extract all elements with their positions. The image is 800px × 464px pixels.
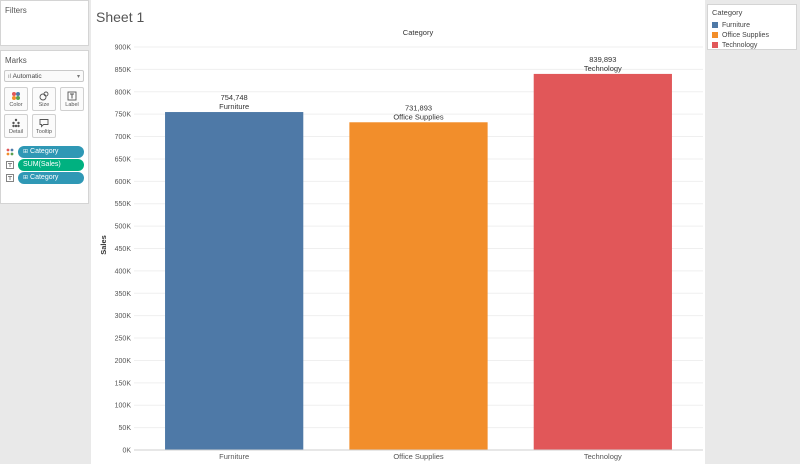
mark-type-dropdown[interactable]: ıl Automatic ▾ (4, 70, 84, 82)
y-tick-label: 600K (115, 179, 132, 186)
mark-field-row: ⊞ Category (6, 146, 84, 158)
mark-field-row: SUM(Sales) (6, 159, 84, 171)
legend-title: Category (712, 8, 743, 17)
bar-value-label: 754,748 (221, 93, 248, 102)
bar (533, 73, 672, 450)
y-tick-label: 50K (119, 425, 132, 432)
y-tick-label: 100K (115, 403, 132, 410)
bars (165, 73, 672, 450)
color-mark-icon (6, 148, 14, 156)
chevron-down-icon: ▾ (76, 74, 80, 80)
pill-label: Category (30, 174, 59, 181)
y-tick-label: 550K (115, 201, 132, 208)
color-card-button[interactable]: Color (4, 87, 28, 111)
tooltip-card-label: Tooltip (36, 129, 52, 135)
detail-icon (12, 118, 20, 128)
bar-chart-icon: ıl (8, 74, 13, 80)
label-card-button[interactable]: Label (60, 87, 84, 111)
legend-swatch (712, 21, 718, 28)
size-card-button[interactable]: Size (32, 87, 56, 111)
y-tick-label: 900K (115, 45, 132, 52)
y-tick-label: 200K (115, 358, 132, 365)
x-tick-label: Office Supplies (393, 452, 444, 461)
y-tick-label: 850K (115, 67, 132, 74)
legend-item-furniture[interactable]: Furniture (712, 21, 750, 30)
color-card-label: Color (9, 102, 23, 108)
filters-title: Filters (5, 6, 27, 15)
bar-category-label: Furniture (219, 102, 249, 111)
x-tick-label: Furniture (219, 452, 249, 461)
y-tick-label: 350K (115, 291, 132, 298)
size-icon (39, 91, 49, 101)
tooltip-icon (39, 119, 49, 128)
color-legend: Category Furniture Office Supplies Techn… (707, 4, 797, 50)
label-mark-icon (6, 161, 14, 169)
category-color-pill[interactable]: ⊞ Category (18, 146, 84, 158)
y-tick-label: 300K (115, 313, 132, 320)
label-card-label: Label (65, 102, 79, 108)
plus-icon: ⊞ (23, 175, 29, 181)
legend-item-technology[interactable]: Technology (712, 41, 757, 50)
bar (349, 122, 488, 450)
x-tick-label: Technology (584, 452, 622, 461)
legend-label: Office Supplies (722, 32, 769, 39)
y-tick-label: 250K (115, 336, 132, 343)
y-tick-label: 650K (115, 156, 132, 163)
mark-field-row: ⊞ Category (6, 172, 84, 184)
tooltip-card-button[interactable]: Tooltip (32, 114, 56, 138)
sum-sales-label-pill[interactable]: SUM(Sales) (18, 159, 84, 171)
legend-item-office-supplies[interactable]: Office Supplies (712, 31, 769, 40)
y-tick-label: 450K (115, 246, 132, 253)
bar (165, 112, 304, 450)
column-header: Category (403, 28, 434, 37)
legend-label: Technology (722, 42, 758, 49)
worksheet: Sheet 1 0K 50K 100K 150K 200K 250K 300K 350K 400… (91, 0, 705, 464)
legend-label: Furniture (722, 22, 751, 29)
bar-value-label: 839,893 (589, 55, 616, 64)
y-tick-label: 800K (115, 89, 132, 96)
pill-label: Category (30, 148, 59, 155)
y-tick-label: 750K (115, 112, 132, 119)
size-card-label: Size (38, 102, 50, 108)
bar-category-label: Technology (584, 64, 622, 73)
y-tick-label: 700K (115, 134, 132, 141)
sheet-title: Sheet 1 (96, 9, 145, 25)
label-icon (67, 91, 77, 101)
y-axis-title: Sales (99, 235, 108, 255)
marks-card: Marks ıl Automatic ▾ Color Size Label De… (0, 50, 89, 204)
color-palette-icon (12, 92, 20, 100)
label-mark-icon (6, 174, 14, 182)
bar-category-label: Office Supplies (393, 112, 444, 121)
x-axis-ticks: Furniture Office Supplies Technology (219, 452, 622, 461)
y-tick-label: 400K (115, 268, 132, 275)
bar-value-label: 731,893 (405, 103, 432, 112)
mark-type-value: Automatic (12, 73, 42, 80)
detail-card-button[interactable]: Detail (4, 114, 28, 138)
y-tick-label: 150K (115, 380, 132, 387)
category-label-pill[interactable]: ⊞ Category (18, 172, 84, 184)
legend-swatch (712, 31, 718, 38)
detail-card-label: Detail (8, 129, 24, 135)
marks-title: Marks (5, 56, 27, 65)
legend-swatch (712, 41, 718, 48)
y-axis-ticks: 0K 50K 100K 150K 200K 250K 300K 350K 400K 450K 500… (115, 45, 132, 455)
bar-chart: 0K 50K 100K 150K 200K 250K 300K 350K 400K 450K 500… (99, 28, 703, 461)
filters-shelf[interactable]: Filters (0, 0, 89, 46)
plus-icon: ⊞ (23, 149, 29, 155)
pill-label: SUM(Sales) (23, 161, 61, 168)
y-tick-label: 500K (115, 224, 132, 231)
y-tick-label: 0K (122, 448, 131, 455)
